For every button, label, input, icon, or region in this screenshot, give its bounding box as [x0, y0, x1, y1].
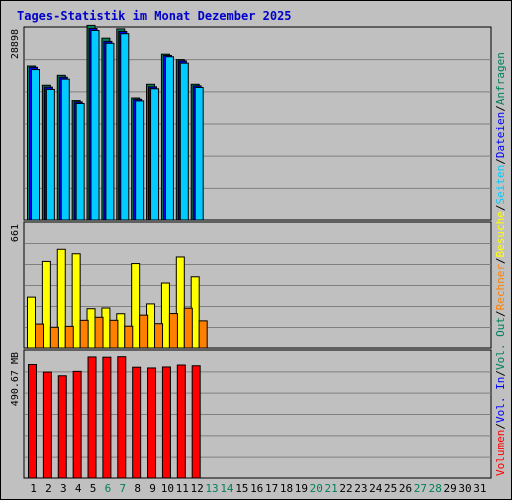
bar-rechner-day-12	[198, 320, 208, 349]
bar-volumen-day-10	[161, 366, 171, 479]
legend-separator: /	[494, 204, 507, 211]
x-tick-label: 15	[235, 482, 248, 495]
x-tick-label: 13	[205, 482, 218, 495]
bar-besuche-day-3	[56, 248, 66, 349]
legend-separator: /	[494, 370, 507, 377]
bar-seiten-day-12	[194, 86, 204, 221]
bar-seiten-day-9	[150, 88, 160, 221]
x-tick-label: 17	[265, 482, 278, 495]
x-tick-label: 5	[90, 482, 97, 495]
bar-volumen-day-3	[57, 375, 67, 479]
y-max-label-middle: 661	[10, 224, 21, 242]
bar-volumen-day-4	[72, 370, 82, 479]
bar-besuche-day-8	[131, 263, 141, 349]
legend-separator: /	[494, 257, 507, 264]
bar-volumen-day-5	[87, 356, 97, 479]
x-tick-label: 21	[324, 482, 337, 495]
bar-seiten-day-10	[164, 56, 174, 221]
bar-rechner-day-6	[109, 319, 119, 349]
bar-rechner-day-9	[154, 323, 164, 349]
x-tick-label: 16	[250, 482, 263, 495]
x-tick-label: 14	[220, 482, 234, 495]
x-tick-label: 6	[105, 482, 112, 495]
x-tick-label: 20	[310, 482, 323, 495]
legend-item-vol-out: Vol. Out	[494, 317, 507, 370]
bar-rechner-day-3	[64, 325, 74, 349]
bar-seiten-day-11	[179, 62, 189, 221]
bar-rechner-day-10	[168, 313, 178, 349]
x-tick-label: 19	[295, 482, 308, 495]
x-tick-label: 8	[134, 482, 141, 495]
x-tick-label: 24	[369, 482, 383, 495]
legend-item-seiten: Seiten	[494, 165, 507, 205]
x-tick-label: 18	[280, 482, 293, 495]
bar-besuche-day-1	[27, 296, 36, 349]
legend: Volumen/Vol. In/Vol. Out/Rechner/Besuche…	[494, 52, 507, 476]
bar-volumen-day-8	[132, 366, 142, 479]
y-max-label-top: 28898	[10, 29, 21, 59]
bar-seiten-day-2	[45, 88, 55, 221]
bar-volumen-day-6	[102, 356, 112, 479]
chart-title: Tages-Statistik im Monat Dezember 2025	[17, 9, 292, 23]
bar-seiten-day-1	[31, 69, 40, 221]
x-tick-label: 11	[176, 482, 189, 495]
legend-separator: /	[494, 105, 507, 112]
legend-item-volumen: Volumen	[494, 430, 507, 476]
legend-item-dateien: Dateien	[494, 112, 507, 158]
bar-seiten-day-3	[60, 78, 70, 221]
bar-volumen-day-11	[176, 364, 186, 479]
legend-separator: /	[494, 423, 507, 430]
bar-volumen-day-2	[42, 371, 52, 479]
bar-besuche-day-4	[71, 253, 81, 349]
x-tick-label: 10	[161, 482, 174, 495]
bar-rechner-day-5	[94, 316, 104, 349]
bar-rechner-day-8	[139, 314, 149, 349]
bar-seiten-day-8	[135, 100, 145, 221]
bar-volumen-day-12	[191, 365, 201, 479]
legend-separator: /	[494, 158, 507, 165]
x-tick-label: 7	[119, 482, 126, 495]
bar-rechner-day-2	[49, 326, 59, 349]
bar-rechner-day-1	[35, 323, 44, 349]
bar-volumen-day-1	[28, 364, 37, 479]
bar-volumen-day-9	[147, 367, 157, 479]
bar-seiten-day-4	[75, 102, 85, 221]
bar-rechner-day-11	[183, 307, 193, 349]
x-tick-label: 31	[473, 482, 486, 495]
x-tick-label: 28	[429, 482, 442, 495]
bar-besuche-day-2	[41, 260, 51, 349]
x-tick-label: 4	[75, 482, 82, 495]
bar-rechner-day-7	[124, 325, 134, 349]
bar-seiten-day-6	[105, 42, 115, 221]
y-max-label-bottom: 490.67 MB	[10, 352, 21, 406]
legend-separator: /	[494, 310, 507, 317]
bar-seiten-day-7	[120, 33, 130, 221]
bar-seiten-day-5	[90, 30, 100, 221]
x-tick-label: 27	[414, 482, 427, 495]
legend-item-rechner: Rechner	[494, 264, 507, 311]
x-tick-label: 25	[384, 482, 397, 495]
x-tick-label: 12	[191, 482, 204, 495]
bar-volumen-day-7	[117, 356, 127, 479]
x-tick-label: 2	[45, 482, 52, 495]
x-tick-label: 1	[30, 482, 37, 495]
bar-rechner-day-4	[79, 319, 89, 349]
legend-item-anfragen: Anfragen	[494, 52, 507, 105]
legend-item-besuche: Besuche	[494, 211, 507, 257]
x-tick-label: 30	[458, 482, 471, 495]
x-tick-label: 9	[149, 482, 156, 495]
x-tick-label: 29	[444, 482, 457, 495]
x-tick-label: 3	[60, 482, 67, 495]
x-tick-label: 26	[399, 482, 412, 495]
x-tick-label: 23	[354, 482, 367, 495]
legend-item-vol-in: Vol. In	[494, 377, 507, 423]
bar-besuche-day-11	[175, 256, 185, 349]
x-tick-label: 22	[339, 482, 352, 495]
